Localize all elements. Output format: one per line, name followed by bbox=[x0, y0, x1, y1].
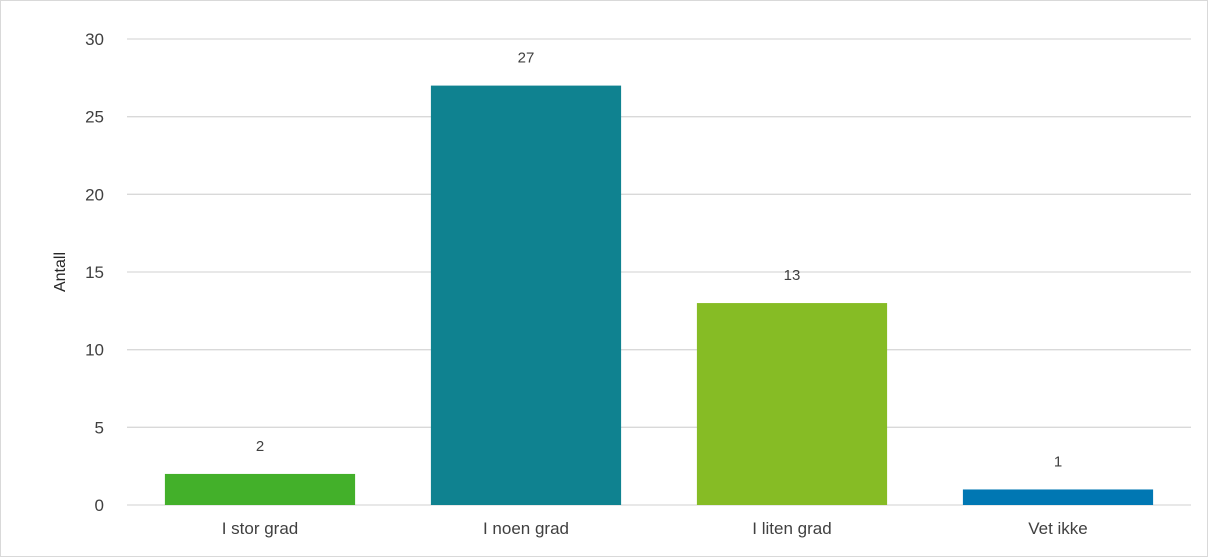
bar-1 bbox=[430, 85, 622, 505]
y-tick-label: 5 bbox=[95, 418, 104, 437]
y-tick-label: 20 bbox=[85, 185, 104, 204]
gridlines bbox=[127, 38, 1191, 506]
data-label: 2 bbox=[256, 438, 264, 455]
bar-0 bbox=[164, 473, 356, 505]
data-label: 27 bbox=[518, 50, 535, 67]
x-tick-label: I noen grad bbox=[483, 519, 569, 538]
data-label: 1 bbox=[1054, 453, 1062, 470]
bar-2 bbox=[696, 303, 888, 505]
data-label: 13 bbox=[784, 267, 801, 284]
y-axis-title: Antall bbox=[52, 252, 69, 292]
y-tick-label: 10 bbox=[85, 341, 104, 360]
data-labels: 2 27 13 1 bbox=[256, 50, 1062, 471]
y-tick-label: 30 bbox=[85, 30, 104, 49]
y-tick-label: 15 bbox=[85, 263, 104, 282]
x-axis-ticks: I stor grad I noen grad I liten grad Vet ik… bbox=[222, 519, 1088, 538]
x-tick-label: Vet ikke bbox=[1028, 519, 1088, 538]
bar-3 bbox=[962, 489, 1154, 505]
x-tick-label: I liten grad bbox=[752, 519, 831, 538]
bars bbox=[164, 85, 1154, 505]
y-axis-ticks: 0 5 10 15 20 25 30 bbox=[85, 30, 104, 515]
y-tick-label: 25 bbox=[85, 108, 104, 127]
x-tick-label: I stor grad bbox=[222, 519, 299, 538]
y-tick-label: 0 bbox=[95, 496, 104, 515]
